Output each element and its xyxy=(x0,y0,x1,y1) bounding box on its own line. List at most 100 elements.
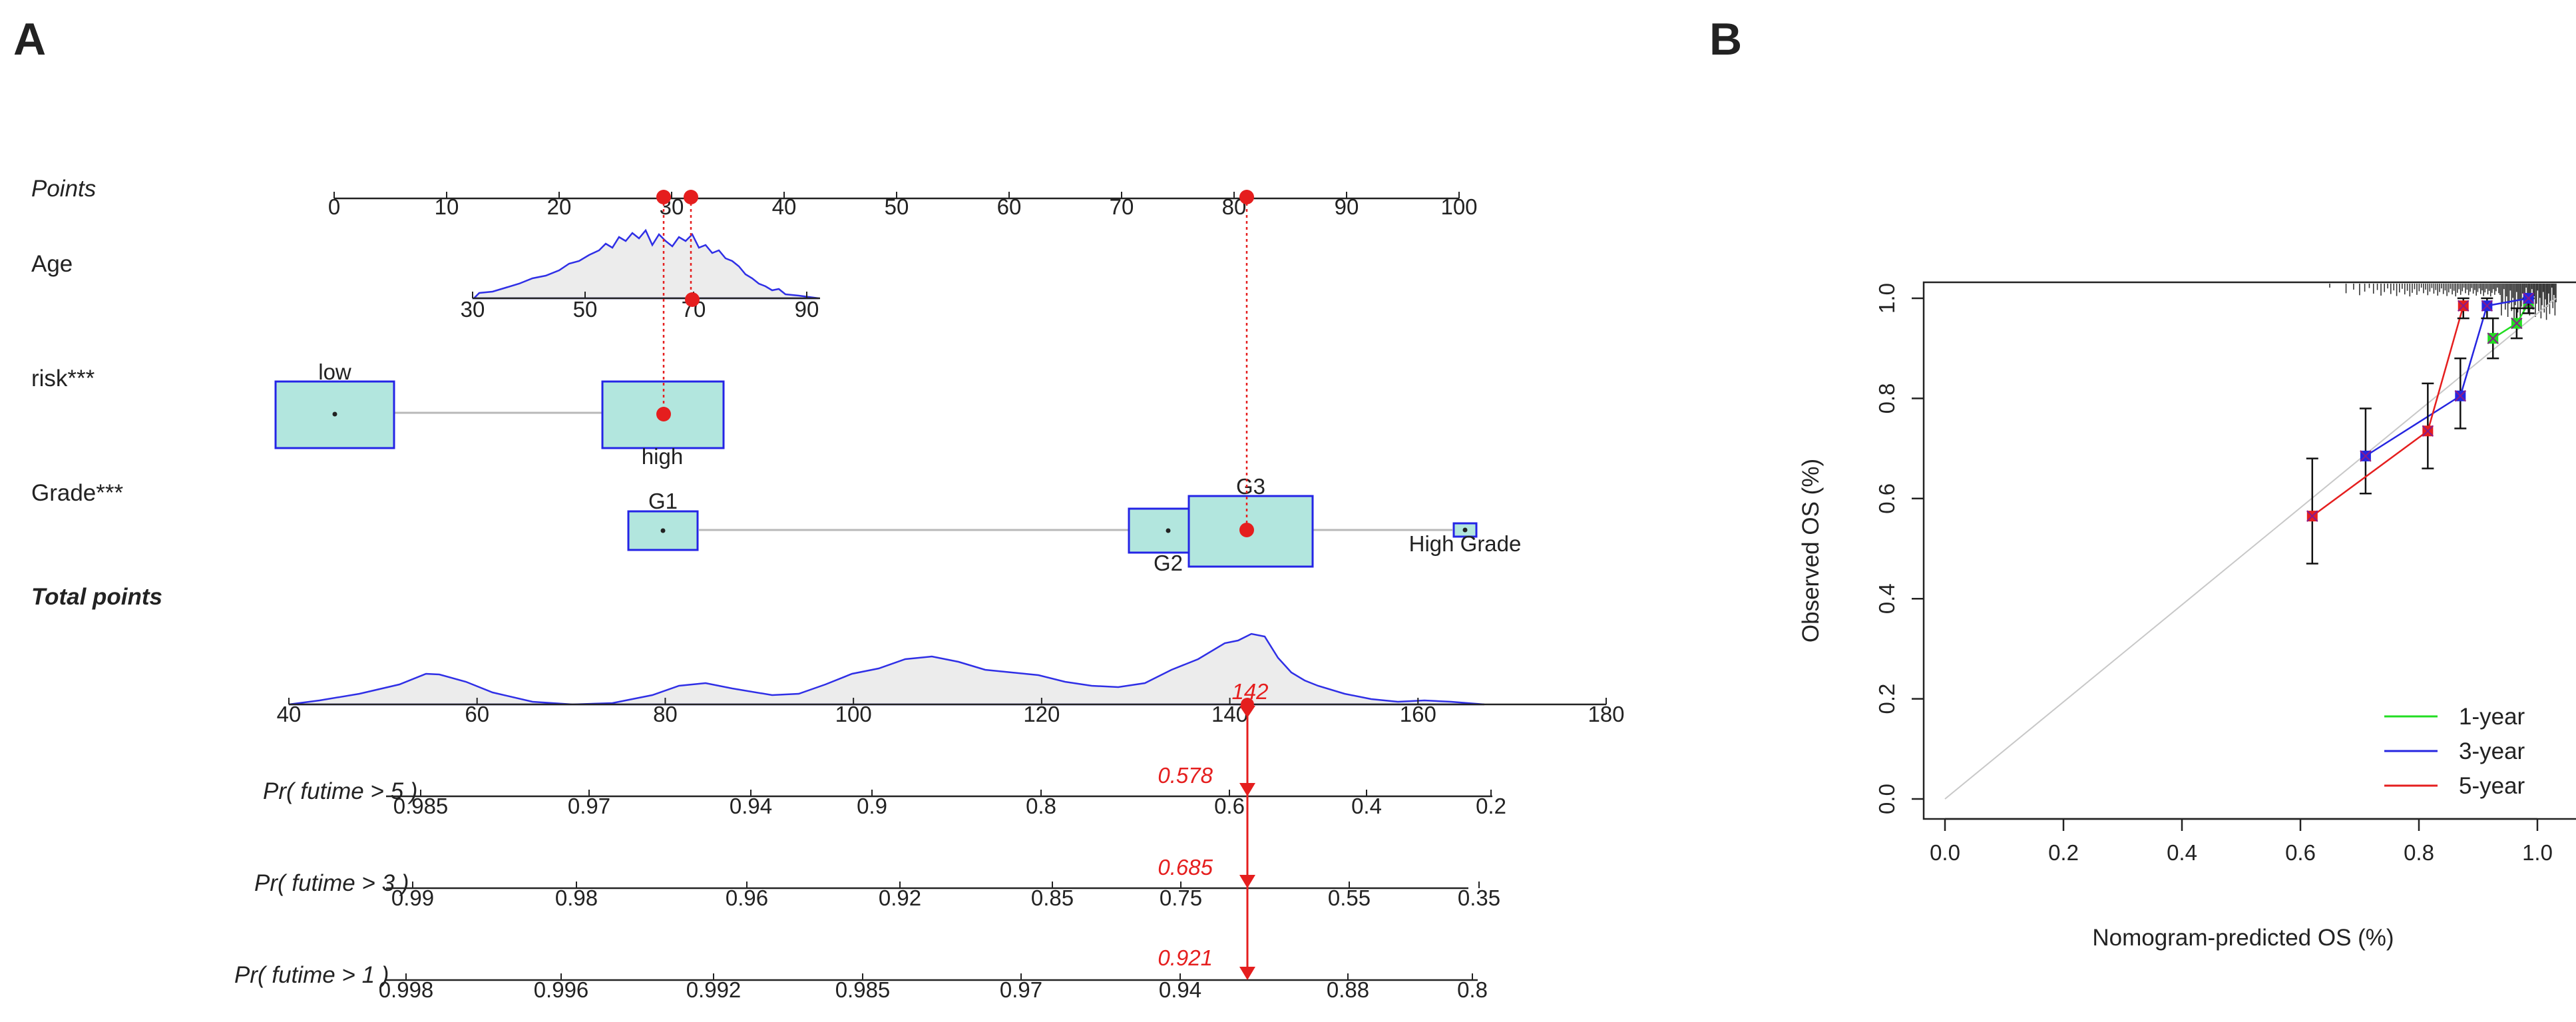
series-line-5-year xyxy=(2312,305,2464,517)
risk-high-label: high xyxy=(642,444,683,469)
pr1-value: 0.921 xyxy=(1158,945,1213,970)
pr5-arrow xyxy=(1239,783,1255,796)
pr3-value: 0.685 xyxy=(1158,855,1213,880)
total-points-tick-label: 100 xyxy=(835,702,872,726)
data-point-cross xyxy=(2458,300,2469,312)
total-points-row-label: Total points xyxy=(31,584,162,610)
x-tick-label: 0.4 xyxy=(2167,840,2197,865)
calibration-plot: 0.0 0.2 0.4 0.6 0.8 1.0 0.0 0.2 0.4 0.6 0.8 1.0 No… xyxy=(1798,281,2576,951)
panel-b-label: B xyxy=(1709,14,1742,65)
pr5-tick-label: 0.6 xyxy=(1214,794,1245,818)
age-tick-label: 90 xyxy=(795,297,819,322)
age-tick-label: 50 xyxy=(573,297,598,322)
risk-marker xyxy=(656,407,671,421)
pr1-tick-label: 0.88 xyxy=(1327,977,1369,1002)
points-tick-label: 100 xyxy=(1440,194,1477,219)
pr5-value: 0.578 xyxy=(1158,763,1213,788)
pr3-tick-label: 0.96 xyxy=(726,886,768,910)
y-tick-label: 1.0 xyxy=(1874,283,1899,314)
x-tick-label: 0.8 xyxy=(2404,840,2434,865)
x-tick-label: 0.2 xyxy=(2048,840,2079,865)
pr5-ticks: 0.985 0.97 0.94 0.9 0.8 0.6 0.4 0.2 xyxy=(393,790,1506,818)
y-axis-title: Observed OS (%) xyxy=(1798,459,1824,642)
pr5-tick-label: 0.9 xyxy=(857,794,887,818)
x-axis-title: Nomogram-predicted OS (%) xyxy=(2092,925,2394,951)
y-tick-label: 0.2 xyxy=(1874,684,1899,714)
total-points-tick-label: 160 xyxy=(1400,702,1436,726)
points-tick-label: 70 xyxy=(1110,194,1134,219)
pr1-tick-label: 0.8 xyxy=(1457,977,1488,1002)
data-point-cross xyxy=(2511,317,2523,330)
grade-marker xyxy=(1239,523,1254,537)
data-point-cross xyxy=(2360,450,2372,462)
age-row-label: Age xyxy=(31,251,73,277)
legend-label-5-year: 5-year xyxy=(2459,773,2525,799)
grade-high-center xyxy=(1462,527,1468,533)
points-marker-risk xyxy=(656,190,671,204)
points-marker-grade xyxy=(1239,190,1254,204)
legend-label-3-year: 3-year xyxy=(2459,738,2525,764)
points-marker-age xyxy=(684,190,698,204)
points-tick-label: 40 xyxy=(772,194,797,219)
data-point-cross xyxy=(2487,332,2499,344)
x-tick-label: 0.0 xyxy=(1930,840,1960,865)
risk-low-center xyxy=(332,411,337,417)
pr1-ticks: 0.998 0.996 0.992 0.985 0.97 0.94 0.88 0.8 xyxy=(379,973,1488,1002)
pr3-row-label: Pr( futime > 3 ) xyxy=(254,870,409,896)
calibration-series xyxy=(2306,292,2535,565)
pr1-tick-label: 0.992 xyxy=(686,977,742,1002)
grade-g3-label: G3 xyxy=(1236,474,1265,499)
pr1-tick-label: 0.998 xyxy=(379,977,434,1002)
pr3-tick-label: 0.85 xyxy=(1031,886,1074,910)
data-point-cross xyxy=(2306,510,2318,522)
nomogram: Points Age risk*** Grade*** Total points… xyxy=(31,176,1625,1002)
points-tick-label: 90 xyxy=(1335,194,1359,219)
age-tick-label: 30 xyxy=(461,297,485,322)
total-points-tick-label: 60 xyxy=(465,702,489,726)
pr3-tick-label: 0.35 xyxy=(1458,886,1500,910)
x-tick-label: 0.6 xyxy=(2285,840,2316,865)
total-points-value: 142 xyxy=(1231,679,1268,704)
pr5-tick-label: 0.97 xyxy=(568,794,610,818)
total-points-tick-label: 180 xyxy=(1588,702,1624,726)
pr1-tick-label: 0.996 xyxy=(534,977,589,1002)
reference-diagonal xyxy=(1944,298,2557,800)
grade-high-label: High Grade xyxy=(1409,531,1522,556)
x-tick-label: 1.0 xyxy=(2522,840,2553,865)
pr1-row-label: Pr( futime > 1 ) xyxy=(234,962,389,988)
data-point-cross xyxy=(2481,300,2493,312)
y-tick-label: 0.0 xyxy=(1874,784,1899,814)
pr1-arrow xyxy=(1239,967,1255,980)
points-ticks: 0 10 20 30 40 50 60 70 80 90 100 xyxy=(328,192,1478,219)
pr3-ticks: 0.99 0.98 0.96 0.92 0.85 0.75 0.55 0.35 xyxy=(391,882,1500,910)
age-ticks: 30 50 70 90 xyxy=(461,292,819,322)
y-tick-label: 0.6 xyxy=(1874,483,1899,514)
points-tick-label: 60 xyxy=(997,194,1022,219)
pr5-tick-label: 0.8 xyxy=(1026,794,1056,818)
total-points-tick-label: 80 xyxy=(653,702,678,726)
grade-row-label: Grade*** xyxy=(31,480,124,506)
total-points-tick-label: 40 xyxy=(277,702,302,726)
pr5-tick-label: 0.985 xyxy=(393,794,449,818)
x-axis: 0.0 0.2 0.4 0.6 0.8 1.0 xyxy=(1930,818,2553,865)
points-tick-label: 50 xyxy=(885,194,909,219)
pr5-tick-label: 0.94 xyxy=(730,794,772,818)
data-point-cross xyxy=(2454,389,2467,402)
pr3-tick-label: 0.92 xyxy=(879,886,921,910)
risk-row-label: risk*** xyxy=(31,366,95,391)
age-marker xyxy=(685,292,700,307)
pr1-tick-label: 0.985 xyxy=(835,977,891,1002)
pr1-tick-label: 0.97 xyxy=(1000,977,1042,1002)
series-line-3-year xyxy=(2365,297,2529,457)
points-row-label: Points xyxy=(31,176,96,202)
points-tick-label: 10 xyxy=(435,194,459,219)
data-point-cross xyxy=(2522,292,2535,304)
risk-low-label: low xyxy=(318,360,351,384)
total-points-tick-label: 120 xyxy=(1023,702,1060,726)
total-points-ticks: 40 60 80 100 120 140 160 180 xyxy=(277,698,1625,726)
data-point-cross xyxy=(2422,425,2434,437)
y-tick-label: 0.4 xyxy=(1874,583,1899,614)
pr5-tick-label: 0.4 xyxy=(1351,794,1382,818)
points-tick-label: 0 xyxy=(328,194,340,219)
